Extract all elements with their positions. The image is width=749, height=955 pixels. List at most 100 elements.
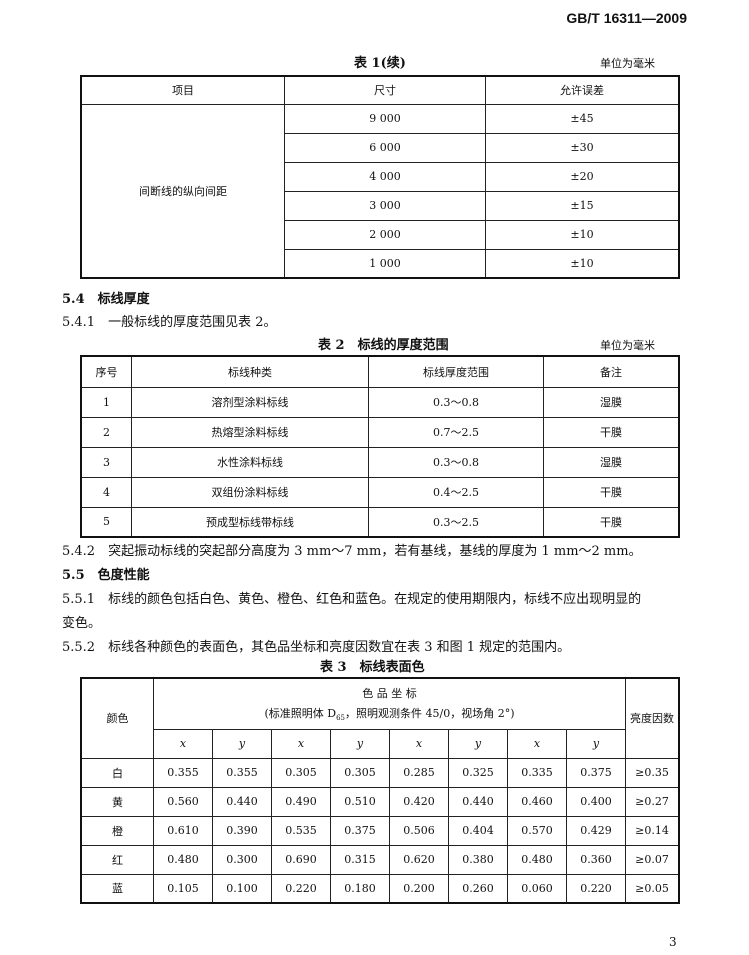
cell: 1	[80, 386, 132, 418]
table-row: 白 0.355 0.355 0.305 0.305 0.285 0.325 0.335 0.37…	[80, 757, 680, 788]
coord-header: x	[507, 728, 567, 759]
cell: 0.7～2.5	[368, 416, 544, 448]
coord-cell: 0.480	[507, 844, 567, 875]
coord-cell: 0.400	[566, 786, 626, 817]
luminance-cell: ≥0.35	[625, 757, 680, 788]
table2: 序号 标线种类 标线厚度范围 备注 1 溶剂型涂料标线 0.3～0.8 湿膜 2 热熔型涂…	[80, 355, 680, 538]
coord-cell: 0.480	[153, 844, 213, 875]
table3: 颜色 色 品 坐 标 (标准照明体 D65，照明观测条件 45/0，视场角 2°…	[80, 677, 680, 904]
size-cell: 9 000	[284, 103, 486, 134]
table1-unit: 单位为毫米	[600, 57, 655, 70]
page-number: 3	[669, 935, 677, 949]
coord-cell: 0.260	[448, 873, 508, 904]
table1-caption: 表 1(续)	[354, 56, 406, 71]
coord-cell: 0.305	[271, 757, 331, 788]
cell: 水性涂料标线	[131, 446, 369, 478]
coord-cell: 0.570	[507, 815, 567, 846]
table2-header: 标线厚度范围	[368, 355, 544, 388]
coord-cell: 0.325	[448, 757, 508, 788]
coord-cell: 0.506	[389, 815, 449, 846]
table-row: 蓝 0.105 0.100 0.220 0.180 0.200 0.260 0.060 0.22…	[80, 873, 680, 904]
table-row: 红 0.480 0.300 0.690 0.315 0.620 0.380 0.480 0.36…	[80, 844, 680, 875]
size-cell: 6 000	[284, 132, 486, 163]
table-row: 5 预成型标线带标线 0.3～2.5 干膜	[80, 506, 680, 538]
section-5-5-2: 5.5.2 标线各种颜色的表面色，其色品坐标和亮度因数宜在表 3 和图 1 规定…	[62, 640, 571, 655]
coord-header: y	[212, 728, 272, 759]
coord-header: y	[566, 728, 626, 759]
coord-cell: 0.610	[153, 815, 213, 846]
table1: 项目 尺寸 允许误差 间断线的纵向间距 9 000 ±45 6 000 ±30 4 000…	[80, 75, 680, 279]
cell: 4	[80, 476, 132, 508]
cell: 热熔型涂料标线	[131, 416, 369, 448]
item-cell: 间断线的纵向间距	[80, 103, 285, 279]
cell: 双组份涂料标线	[131, 476, 369, 508]
cell: 湿膜	[543, 446, 680, 478]
size-cell: 4 000	[284, 161, 486, 192]
table2-caption: 表 2 标线的厚度范围	[318, 338, 449, 353]
coord-cell: 0.440	[212, 786, 272, 817]
coord-cell: 0.100	[212, 873, 272, 904]
color-cell: 红	[80, 844, 154, 875]
tolerance-cell: ±30	[485, 132, 680, 163]
coord-cell: 0.200	[389, 873, 449, 904]
luminance-cell: ≥0.05	[625, 873, 680, 904]
coord-cell: 0.285	[389, 757, 449, 788]
tolerance-cell: ±10	[485, 248, 680, 279]
coord-cell: 0.390	[212, 815, 272, 846]
coord-header: x	[153, 728, 213, 759]
coord-cell: 0.335	[507, 757, 567, 788]
coord-header: y	[330, 728, 390, 759]
table-row: 4 000 ±20	[81, 161, 680, 192]
section-5-4-2: 5.4.2 突起振动标线的突起部分高度为 3 mm～7 mm，若有基线，基线的厚…	[62, 544, 642, 559]
tolerance-cell: ±20	[485, 161, 680, 192]
cell: 预成型标线带标线	[131, 506, 369, 538]
coord-header: y	[448, 728, 508, 759]
table1-header: 尺寸	[284, 75, 486, 105]
table-row: 6 000 ±30	[81, 132, 680, 163]
table-row: 橙 0.610 0.390 0.535 0.375 0.506 0.404 0.570 0.42…	[80, 815, 680, 846]
coord-cell: 0.380	[448, 844, 508, 875]
size-cell: 2 000	[284, 219, 486, 250]
cell: 干膜	[543, 416, 680, 448]
coord-cell: 0.375	[330, 815, 390, 846]
coord-header: x	[271, 728, 331, 759]
table3-caption: 表 3 标线表面色	[320, 660, 425, 675]
cell: 干膜	[543, 476, 680, 508]
table-row: 黄 0.560 0.440 0.490 0.510 0.420 0.440 0.460 0.40…	[80, 786, 680, 817]
cell: 0.4～2.5	[368, 476, 544, 508]
table-row: 2 热熔型涂料标线 0.7～2.5 干膜	[80, 416, 680, 448]
table-row: 1 溶剂型涂料标线 0.3～0.8 湿膜	[80, 386, 680, 418]
cell: 0.3～0.8	[368, 446, 544, 478]
table2-unit: 单位为毫米	[600, 339, 655, 352]
cell: 0.3～0.8	[368, 386, 544, 418]
coord-cell: 0.105	[153, 873, 213, 904]
group-title: 色 品 坐 标	[362, 687, 417, 701]
table-row: 4 双组份涂料标线 0.4～2.5 干膜	[80, 476, 680, 508]
table-row: 3 000 ±15	[81, 190, 680, 221]
cell: 湿膜	[543, 386, 680, 418]
coord-cell: 0.535	[271, 815, 331, 846]
cell: 3	[80, 446, 132, 478]
table1-header: 允许误差	[485, 75, 680, 105]
cell: 2	[80, 416, 132, 448]
section-5-5-1-cont: 变色。	[62, 616, 102, 631]
cell: 5	[80, 506, 132, 538]
cell: 0.3～2.5	[368, 506, 544, 538]
table-row: 3 水性涂料标线 0.3～0.8 湿膜	[80, 446, 680, 478]
table-row: 2 000 ±10	[81, 219, 680, 250]
size-cell: 1 000	[284, 248, 486, 279]
coord-cell: 0.429	[566, 815, 626, 846]
tolerance-cell: ±45	[485, 103, 680, 134]
table2-header: 序号	[80, 355, 132, 388]
color-cell: 橙	[80, 815, 154, 846]
coord-cell: 0.060	[507, 873, 567, 904]
standard-id: GB/T 16311—2009	[566, 10, 687, 26]
tolerance-cell: ±15	[485, 190, 680, 221]
color-cell: 黄	[80, 786, 154, 817]
color-cell: 蓝	[80, 873, 154, 904]
section-5-5: 5.5 色度性能	[62, 568, 150, 583]
coord-cell: 0.690	[271, 844, 331, 875]
coord-cell: 0.404	[448, 815, 508, 846]
luminance-cell: ≥0.27	[625, 786, 680, 817]
